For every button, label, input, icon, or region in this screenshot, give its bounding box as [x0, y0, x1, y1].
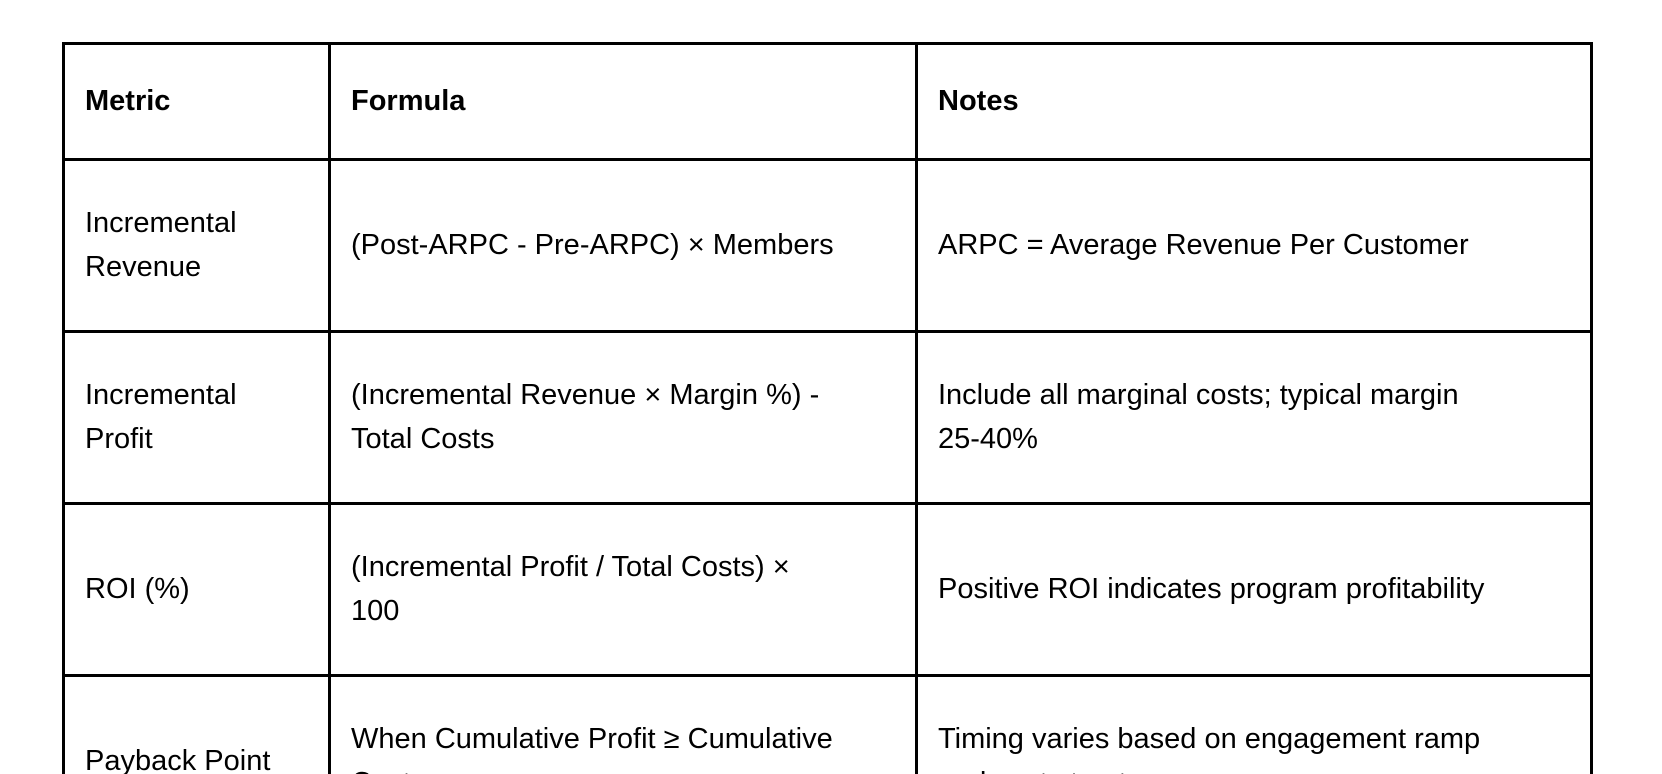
- cell-notes: Include all marginal costs; typical marg…: [915, 330, 1593, 505]
- cell-metric: ROI (%): [62, 502, 331, 677]
- cell-notes: Positive ROI indicates program profitabi…: [915, 502, 1593, 677]
- cell-metric: Payback Point: [62, 674, 331, 774]
- cell-formula: (Incremental Revenue × Margin %) - Total…: [328, 330, 918, 505]
- cell-formula: When Cumulative Profit ≥ Cumulative Cost: [328, 674, 918, 774]
- cell-notes: Timing varies based on engagement ramp a…: [915, 674, 1593, 774]
- header-cell-metric: Metric: [62, 42, 331, 161]
- table-header-row: Metric Formula Notes: [62, 42, 1593, 161]
- cell-metric: Incremental Revenue: [62, 158, 331, 333]
- cell-metric: Incremental Profit: [62, 330, 331, 505]
- cell-formula: (Incremental Profit / Total Costs) × 100: [328, 502, 918, 677]
- cell-formula: (Post-ARPC - Pre-ARPC) × Members: [328, 158, 918, 333]
- table-row: Incremental Revenue (Post-ARPC - Pre-ARP…: [62, 158, 1593, 333]
- table-row: Payback Point When Cumulative Profit ≥ C…: [62, 674, 1593, 774]
- header-cell-formula: Formula: [328, 42, 918, 161]
- metrics-table: Metric Formula Notes Incremental Revenue…: [62, 42, 1593, 774]
- table-row: Incremental Profit (Incremental Revenue …: [62, 330, 1593, 505]
- cell-notes: ARPC = Average Revenue Per Customer: [915, 158, 1593, 333]
- table-row: ROI (%) (Incremental Profit / Total Cost…: [62, 502, 1593, 677]
- header-cell-notes: Notes: [915, 42, 1593, 161]
